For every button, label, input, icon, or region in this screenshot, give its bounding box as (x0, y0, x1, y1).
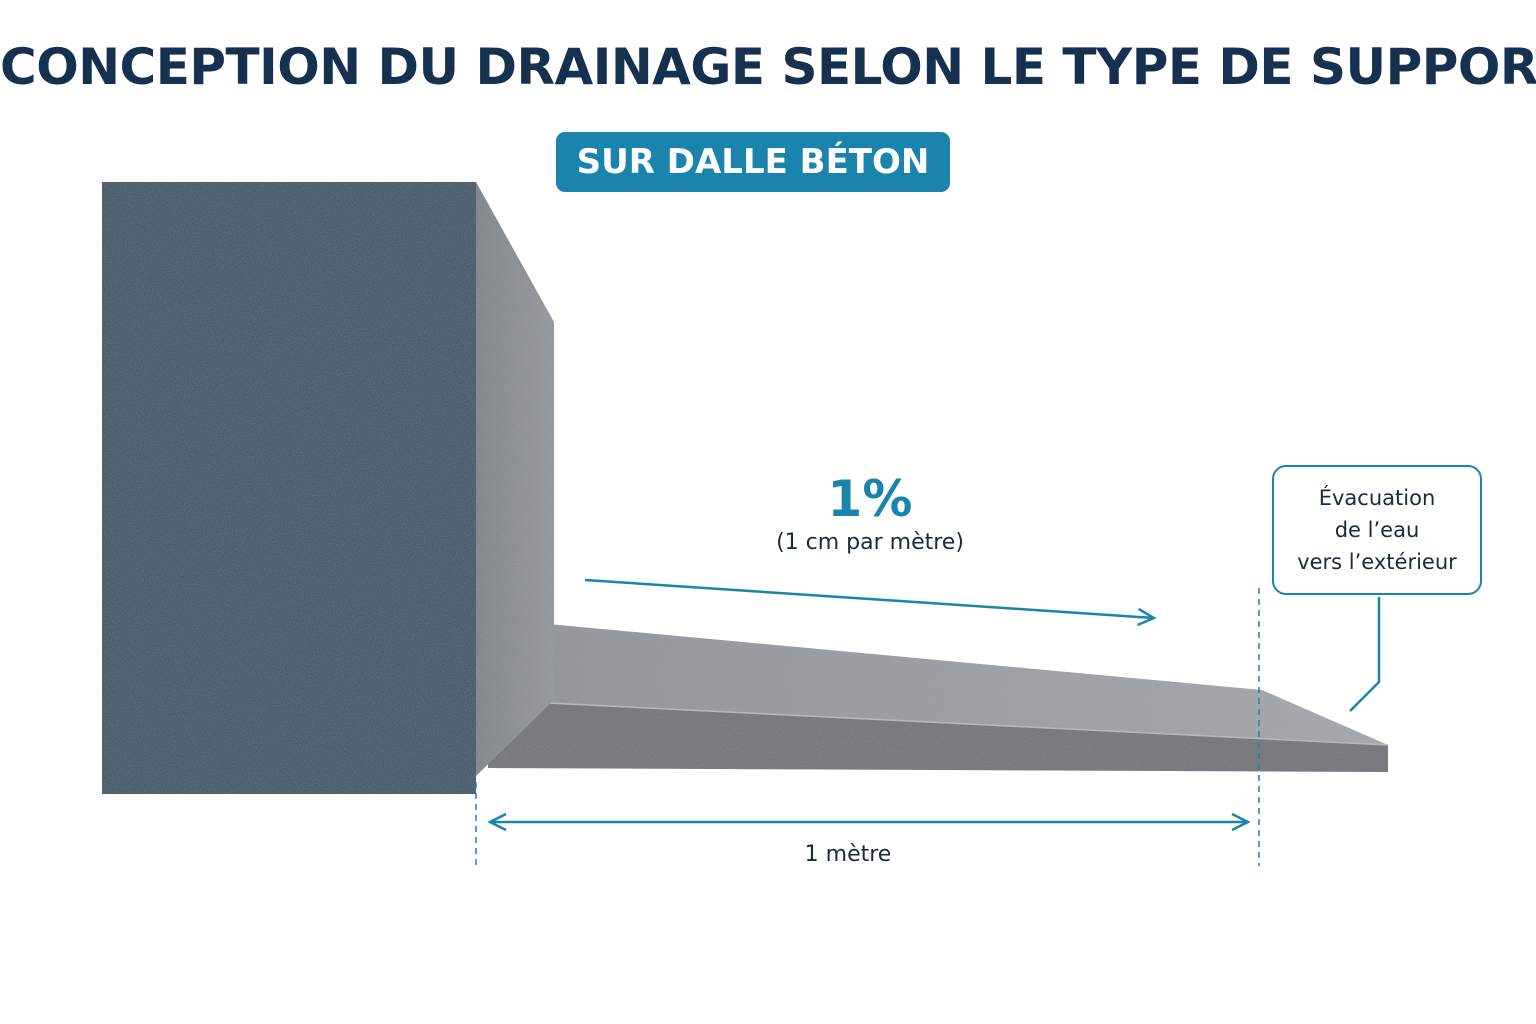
concrete-slab (487, 624, 1389, 772)
slope-arrow (584, 578, 1154, 618)
water-evacuation-callout: Évacuation de l’eau vers l’extérieur (1272, 465, 1482, 595)
support-type-badge: SUR DALLE BÉTON (556, 132, 950, 192)
page-title: CONCEPTION DU DRAINAGE SELON LE TYPE DE … (0, 38, 1536, 96)
callout-line: vers l’extérieur (1297, 550, 1457, 574)
callout-pointer (1349, 597, 1381, 712)
callout-line: Évacuation (1318, 486, 1436, 510)
length-label: 1 mètre (804, 842, 892, 867)
slope-description: (1 cm par mètre) (776, 530, 964, 555)
wall-side-face (476, 182, 554, 776)
wall-block (102, 182, 554, 794)
callout-line: de l’eau (1334, 518, 1420, 542)
slab-top-surface (488, 624, 1388, 745)
slab-front-face (488, 700, 1388, 772)
wall-front-face (102, 182, 476, 794)
slope-percentage: 1% (827, 470, 913, 528)
